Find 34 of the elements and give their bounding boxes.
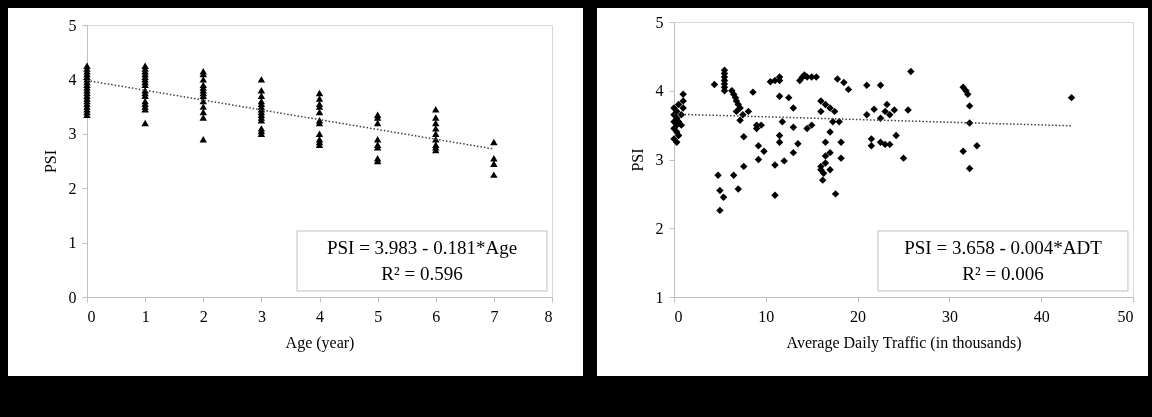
y-tick-label: 5	[68, 16, 77, 34]
x-tick-label: 20	[850, 307, 867, 325]
x-tick-label: 1	[141, 307, 150, 325]
x-tick-label: 3	[257, 307, 266, 325]
y-tick-label: 2	[655, 219, 664, 237]
y-tick-label: 5	[655, 13, 664, 31]
y-tick-label: 1	[655, 288, 664, 306]
x-tick-label: 6	[432, 307, 441, 325]
y-axis-title: PSI	[628, 148, 646, 172]
x-tick-label: 0	[674, 307, 683, 325]
x-tick-label: 30	[941, 307, 958, 325]
x-tick-label: 40	[1033, 307, 1050, 325]
x-tick-label: 50	[1117, 307, 1134, 325]
annotation: R² = 0.596	[381, 263, 463, 284]
y-tick-label: 4	[68, 70, 77, 88]
y-tick-label: 4	[655, 82, 664, 100]
x-tick-label: 10	[758, 307, 775, 325]
x-axis-title: Average Daily Traffic (in thousands)	[786, 333, 1022, 352]
x-tick-label: 2	[199, 307, 208, 325]
y-tick-label: 3	[655, 151, 664, 168]
y-axis-title: PSI	[41, 149, 59, 174]
x-tick-label: 0	[87, 307, 96, 325]
y-tick-label: 3	[68, 125, 77, 143]
x-tick-label: 7	[490, 307, 499, 325]
y-tick-label: 0	[68, 288, 77, 306]
y-tick-label: 1	[68, 234, 77, 252]
annotation: PSI = 3.983 - 0.181*Age	[326, 237, 518, 258]
annotation: R² = 0.006	[962, 263, 1044, 284]
x-axis-title: Age (year)	[285, 333, 355, 352]
y-tick-label: 2	[68, 179, 77, 197]
annotation: PSI = 3.658 - 0.004*ADT	[904, 237, 1103, 258]
x-tick-label: 8	[544, 307, 553, 325]
x-tick-label: 5	[374, 307, 383, 325]
x-tick-label: 4	[316, 307, 324, 325]
